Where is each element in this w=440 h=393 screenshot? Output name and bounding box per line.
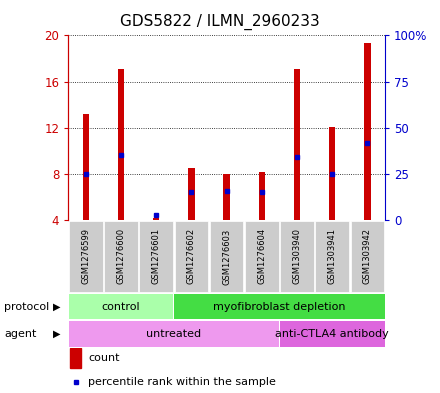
FancyBboxPatch shape <box>69 221 103 292</box>
Text: protocol: protocol <box>4 301 50 312</box>
Text: ▶: ▶ <box>53 301 61 312</box>
Text: GDS5822 / ILMN_2960233: GDS5822 / ILMN_2960233 <box>120 14 320 30</box>
Bar <box>294 69 300 220</box>
Text: percentile rank within the sample: percentile rank within the sample <box>88 377 276 387</box>
FancyBboxPatch shape <box>174 294 385 319</box>
FancyBboxPatch shape <box>69 294 173 319</box>
Bar <box>153 219 159 220</box>
Text: count: count <box>88 353 120 363</box>
Bar <box>70 348 81 368</box>
Text: GSM1276600: GSM1276600 <box>117 228 125 285</box>
Text: anti-CTLA4 antibody: anti-CTLA4 antibody <box>275 329 389 339</box>
FancyBboxPatch shape <box>280 321 385 347</box>
Text: GSM1303942: GSM1303942 <box>363 228 372 285</box>
Text: GSM1276603: GSM1276603 <box>222 228 231 285</box>
Text: GSM1276599: GSM1276599 <box>81 228 90 285</box>
FancyBboxPatch shape <box>139 221 173 292</box>
Text: GSM1303940: GSM1303940 <box>293 228 301 285</box>
Text: untreated: untreated <box>146 329 202 339</box>
FancyBboxPatch shape <box>210 221 243 292</box>
Text: myofibroblast depletion: myofibroblast depletion <box>213 301 346 312</box>
Bar <box>188 167 194 220</box>
FancyBboxPatch shape <box>175 221 208 292</box>
Text: control: control <box>102 301 140 312</box>
Bar <box>329 127 335 220</box>
FancyBboxPatch shape <box>69 321 279 347</box>
Bar <box>118 69 124 220</box>
Bar <box>259 172 265 220</box>
Bar <box>83 114 89 220</box>
Text: agent: agent <box>4 329 37 339</box>
Bar <box>364 44 370 220</box>
Text: GSM1276604: GSM1276604 <box>257 228 266 285</box>
Text: ▶: ▶ <box>53 329 61 339</box>
FancyBboxPatch shape <box>351 221 384 292</box>
FancyBboxPatch shape <box>245 221 279 292</box>
FancyBboxPatch shape <box>104 221 138 292</box>
Text: GSM1303941: GSM1303941 <box>328 228 337 285</box>
Bar <box>224 174 230 220</box>
FancyBboxPatch shape <box>315 221 349 292</box>
Text: GSM1276602: GSM1276602 <box>187 228 196 285</box>
FancyBboxPatch shape <box>280 221 314 292</box>
Text: GSM1276601: GSM1276601 <box>152 228 161 285</box>
